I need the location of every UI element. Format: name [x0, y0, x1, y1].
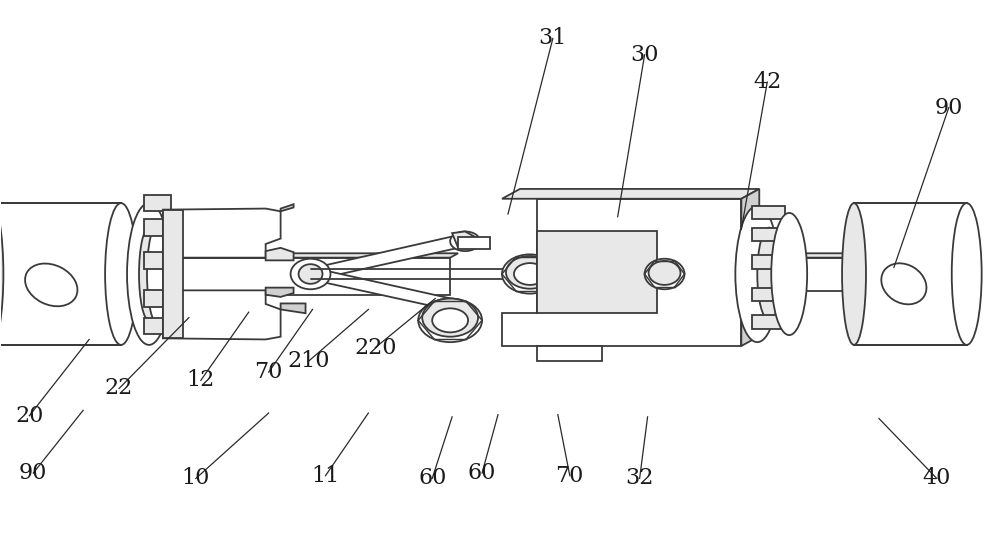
Polygon shape — [752, 288, 785, 301]
Polygon shape — [502, 199, 741, 346]
Polygon shape — [266, 288, 294, 297]
Ellipse shape — [739, 214, 775, 334]
Polygon shape — [266, 248, 294, 260]
Polygon shape — [752, 227, 785, 241]
Ellipse shape — [0, 203, 3, 345]
Text: 220: 220 — [354, 336, 397, 358]
Polygon shape — [452, 231, 475, 248]
Ellipse shape — [514, 263, 546, 285]
Polygon shape — [854, 203, 967, 345]
Text: 70: 70 — [556, 465, 584, 487]
Text: 31: 31 — [539, 27, 567, 49]
Ellipse shape — [105, 203, 137, 345]
Text: 32: 32 — [625, 467, 654, 489]
Ellipse shape — [649, 261, 680, 285]
Ellipse shape — [502, 254, 558, 294]
Polygon shape — [741, 253, 907, 258]
Ellipse shape — [735, 206, 779, 342]
Ellipse shape — [774, 220, 804, 328]
Ellipse shape — [139, 227, 159, 321]
Text: 20: 20 — [15, 405, 43, 427]
Ellipse shape — [506, 256, 554, 289]
Polygon shape — [458, 237, 490, 249]
Text: 90: 90 — [19, 462, 47, 484]
Text: 22: 22 — [105, 378, 133, 399]
Polygon shape — [752, 315, 785, 328]
Ellipse shape — [147, 222, 171, 326]
Text: 11: 11 — [311, 465, 340, 487]
Text: 12: 12 — [187, 369, 215, 391]
Polygon shape — [144, 220, 171, 236]
Polygon shape — [316, 236, 468, 277]
Ellipse shape — [299, 264, 322, 284]
Ellipse shape — [561, 259, 603, 287]
Text: 40: 40 — [923, 467, 951, 489]
Polygon shape — [163, 210, 183, 338]
Polygon shape — [752, 206, 785, 220]
Polygon shape — [316, 271, 468, 311]
Ellipse shape — [450, 231, 480, 251]
Text: 70: 70 — [254, 361, 283, 383]
Ellipse shape — [131, 212, 167, 336]
Polygon shape — [144, 318, 171, 334]
Text: 60: 60 — [468, 462, 496, 484]
Ellipse shape — [127, 203, 171, 345]
Polygon shape — [752, 255, 785, 269]
Ellipse shape — [291, 259, 330, 289]
Polygon shape — [741, 189, 759, 346]
Text: 10: 10 — [182, 467, 210, 489]
Polygon shape — [0, 203, 121, 345]
Ellipse shape — [25, 264, 77, 306]
Ellipse shape — [418, 299, 482, 342]
Polygon shape — [163, 253, 458, 258]
Ellipse shape — [757, 227, 781, 321]
Ellipse shape — [558, 256, 606, 292]
Polygon shape — [281, 204, 294, 212]
Text: 42: 42 — [753, 71, 781, 93]
Polygon shape — [281, 304, 306, 313]
Polygon shape — [163, 290, 281, 339]
Ellipse shape — [771, 213, 807, 335]
Ellipse shape — [568, 264, 596, 284]
Polygon shape — [537, 346, 602, 361]
Polygon shape — [502, 189, 759, 199]
Polygon shape — [144, 290, 171, 307]
Polygon shape — [144, 252, 171, 269]
Ellipse shape — [457, 236, 473, 247]
Text: 90: 90 — [935, 96, 963, 119]
Ellipse shape — [645, 259, 684, 289]
Text: 30: 30 — [630, 44, 659, 66]
Polygon shape — [144, 195, 171, 212]
Ellipse shape — [881, 263, 926, 304]
Ellipse shape — [432, 309, 468, 332]
Text: 60: 60 — [418, 467, 446, 489]
Ellipse shape — [842, 203, 866, 345]
Polygon shape — [741, 258, 899, 292]
Text: 210: 210 — [287, 350, 330, 372]
Polygon shape — [163, 258, 450, 295]
Ellipse shape — [952, 203, 982, 345]
Ellipse shape — [422, 299, 478, 336]
Polygon shape — [163, 209, 281, 258]
Polygon shape — [537, 231, 657, 313]
